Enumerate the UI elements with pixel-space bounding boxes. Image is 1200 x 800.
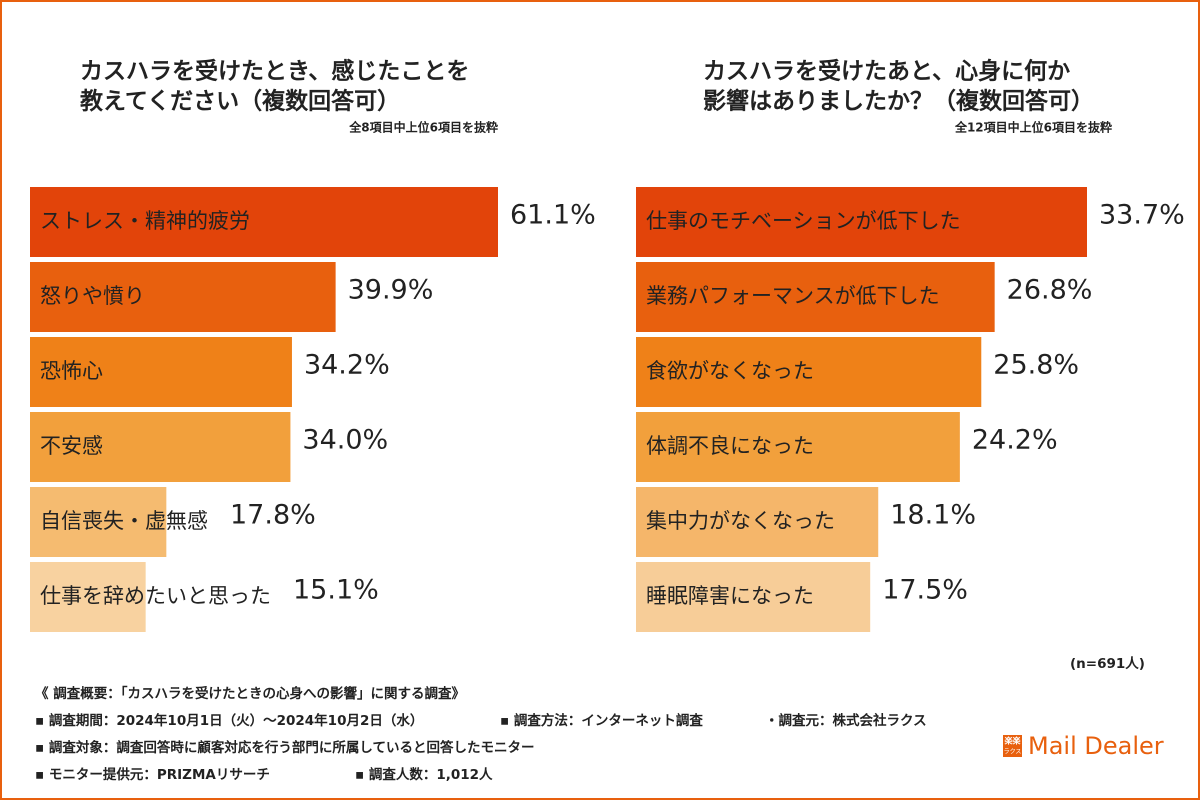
value-label: 17.8% (230, 500, 316, 531)
logo-kana: ラクス (1004, 749, 1022, 756)
category-label: 仕事のモチベーションが低下した (646, 209, 961, 233)
bar (30, 562, 146, 632)
note-item: ▪ 調査方法：インターネット調査 (500, 712, 703, 729)
category-label: 睡眠障害になった (646, 584, 814, 608)
bar (636, 412, 960, 482)
value-label: 34.0% (302, 425, 388, 456)
bar (30, 337, 292, 407)
value-label: 26.8% (1007, 275, 1093, 306)
value-label: 39.9% (348, 275, 434, 306)
value-label: 61.1% (510, 200, 596, 231)
bar (636, 262, 995, 332)
value-label: 17.5% (882, 575, 968, 606)
bar (636, 337, 982, 407)
category-label: 怒りや憤り (40, 284, 145, 308)
chart-title: 教えてください（複数回答可） (80, 88, 400, 115)
chart-title: 影響はありましたか？（複数回答可） (703, 88, 1094, 115)
chart-title: カスハラを受けたとき、感じたことを (80, 58, 469, 85)
notes-heading: 《 調査概要：「カスハラを受けたときの心身への影響」に関する調査》 (35, 685, 465, 702)
note-item: ▪ 調査人数：1,012人 (355, 766, 493, 783)
value-label: 24.2% (972, 425, 1058, 456)
category-label: 体調不良になった (646, 434, 814, 458)
chart-subtitle: 全12項目中上位6項目を抜粋 (954, 120, 1112, 135)
value-label: 15.1% (293, 575, 379, 606)
value-label: 25.8% (993, 350, 1079, 381)
bar (636, 487, 879, 557)
note-item: ・調査元：株式会社ラクス (765, 712, 927, 729)
bar (30, 487, 167, 557)
value-label: 34.2% (304, 350, 390, 381)
bar (30, 412, 291, 482)
note-item: ▪ モニター提供元：PRIZMAリサーチ (35, 766, 270, 783)
bar (30, 187, 498, 257)
category-label: 自信喪失・虚無感 (40, 509, 208, 533)
sample-note: (n=691人) (1070, 656, 1145, 672)
note-item: ▪ 調査対象：調査回答時に顧客対応を行う部門に所属していると回答したモニター (35, 739, 534, 756)
logo-box (1003, 735, 1022, 757)
category-label: 食欲がなくなった (646, 359, 814, 383)
logo-name: Mail Dealer (1028, 732, 1164, 760)
category-label: ストレス・精神的疲労 (40, 209, 250, 233)
category-label: 恐怖心 (40, 359, 103, 383)
logo-mark: 楽楽 (1004, 736, 1022, 746)
note-item: ▪ 調査期間：2024年10月1日（火）～2024年10月2日（水） (35, 712, 423, 729)
category-label: 業務パフォーマンスが低下した (646, 284, 940, 308)
chart-title: カスハラを受けたあと、心身に何か (703, 58, 1070, 85)
bar (636, 187, 1087, 257)
value-label: 33.7% (1099, 200, 1185, 231)
category-label: 不安感 (40, 434, 103, 458)
chart-subtitle: 全8項目中上位6項目を抜粋 (348, 120, 498, 135)
category-label: 集中力がなくなった (646, 509, 835, 533)
bar (30, 262, 336, 332)
category-label: 仕事を辞めたいと思った (40, 584, 271, 608)
bar (636, 562, 871, 632)
value-label: 18.1% (890, 500, 976, 531)
